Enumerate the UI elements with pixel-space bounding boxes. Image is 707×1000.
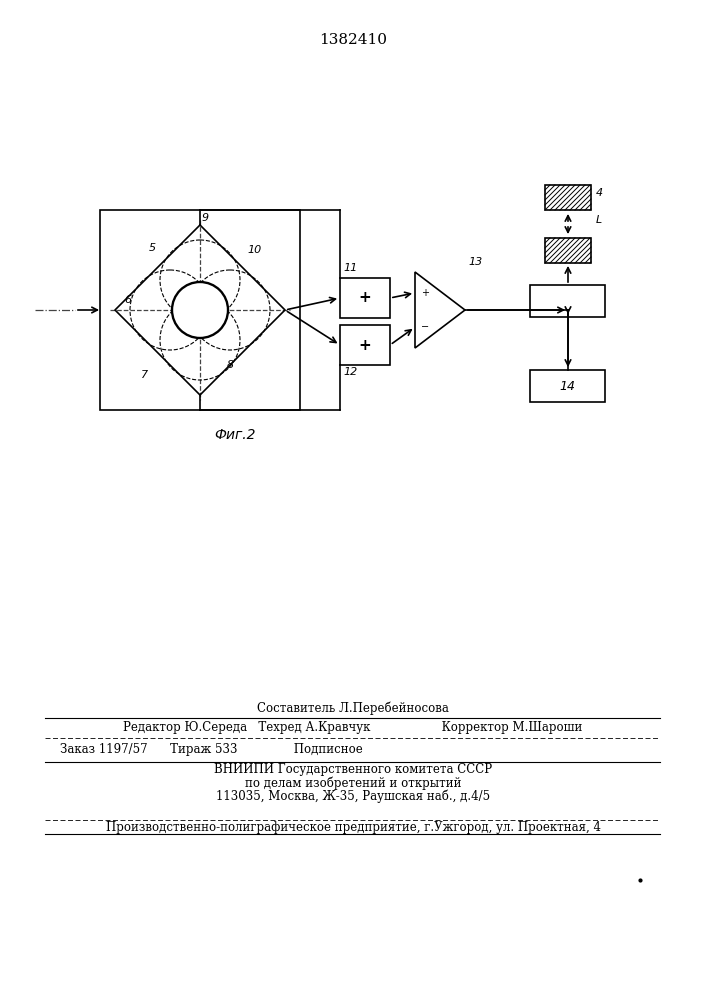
Polygon shape xyxy=(415,272,465,348)
Text: Редактор Ю.Середа   Техред А.Кравчук                   Корректор М.Шароши: Редактор Ю.Середа Техред А.Кравчук Корре… xyxy=(123,722,583,734)
Text: 12: 12 xyxy=(343,367,357,377)
Text: 14: 14 xyxy=(559,379,575,392)
Text: по делам изобретений и открытий: по делам изобретений и открытий xyxy=(245,776,461,790)
Text: 6: 6 xyxy=(124,295,132,305)
Text: 4: 4 xyxy=(596,188,603,198)
Text: ВНИИПИ Государственного комитета СССР: ВНИИПИ Государственного комитета СССР xyxy=(214,764,492,776)
Bar xyxy=(530,285,605,317)
Text: Фиг.2: Фиг.2 xyxy=(214,428,256,442)
Text: −: − xyxy=(421,322,429,332)
Text: 113035, Москва, Ж-35, Раушская наб., д.4/5: 113035, Москва, Ж-35, Раушская наб., д.4… xyxy=(216,789,490,803)
Bar xyxy=(545,238,591,263)
Text: 11: 11 xyxy=(343,263,357,273)
Text: 1382410: 1382410 xyxy=(320,33,387,47)
Bar xyxy=(340,278,390,318)
Text: 7: 7 xyxy=(141,370,148,380)
Text: 5: 5 xyxy=(148,243,156,253)
Text: Производственно-полиграфическое предприятие, г.Ужгород, ул. Проектная, 4: Производственно-полиграфическое предприя… xyxy=(105,822,600,834)
Text: 10: 10 xyxy=(248,245,262,255)
Text: Заказ 1197/57      Тираж 533               Подписное: Заказ 1197/57 Тираж 533 Подписное xyxy=(60,744,363,756)
Text: Составитель Л.Перебейносова: Составитель Л.Перебейносова xyxy=(257,701,449,715)
Text: +: + xyxy=(358,338,371,353)
Circle shape xyxy=(172,282,228,338)
Bar xyxy=(530,370,605,402)
Bar xyxy=(545,185,591,210)
Text: L: L xyxy=(596,215,602,225)
Text: +: + xyxy=(358,290,371,306)
Text: +: + xyxy=(421,288,429,298)
Text: 13: 13 xyxy=(468,257,482,267)
Bar xyxy=(340,325,390,365)
Text: 9: 9 xyxy=(201,213,209,223)
Bar xyxy=(100,210,300,410)
Text: 8: 8 xyxy=(226,360,233,370)
